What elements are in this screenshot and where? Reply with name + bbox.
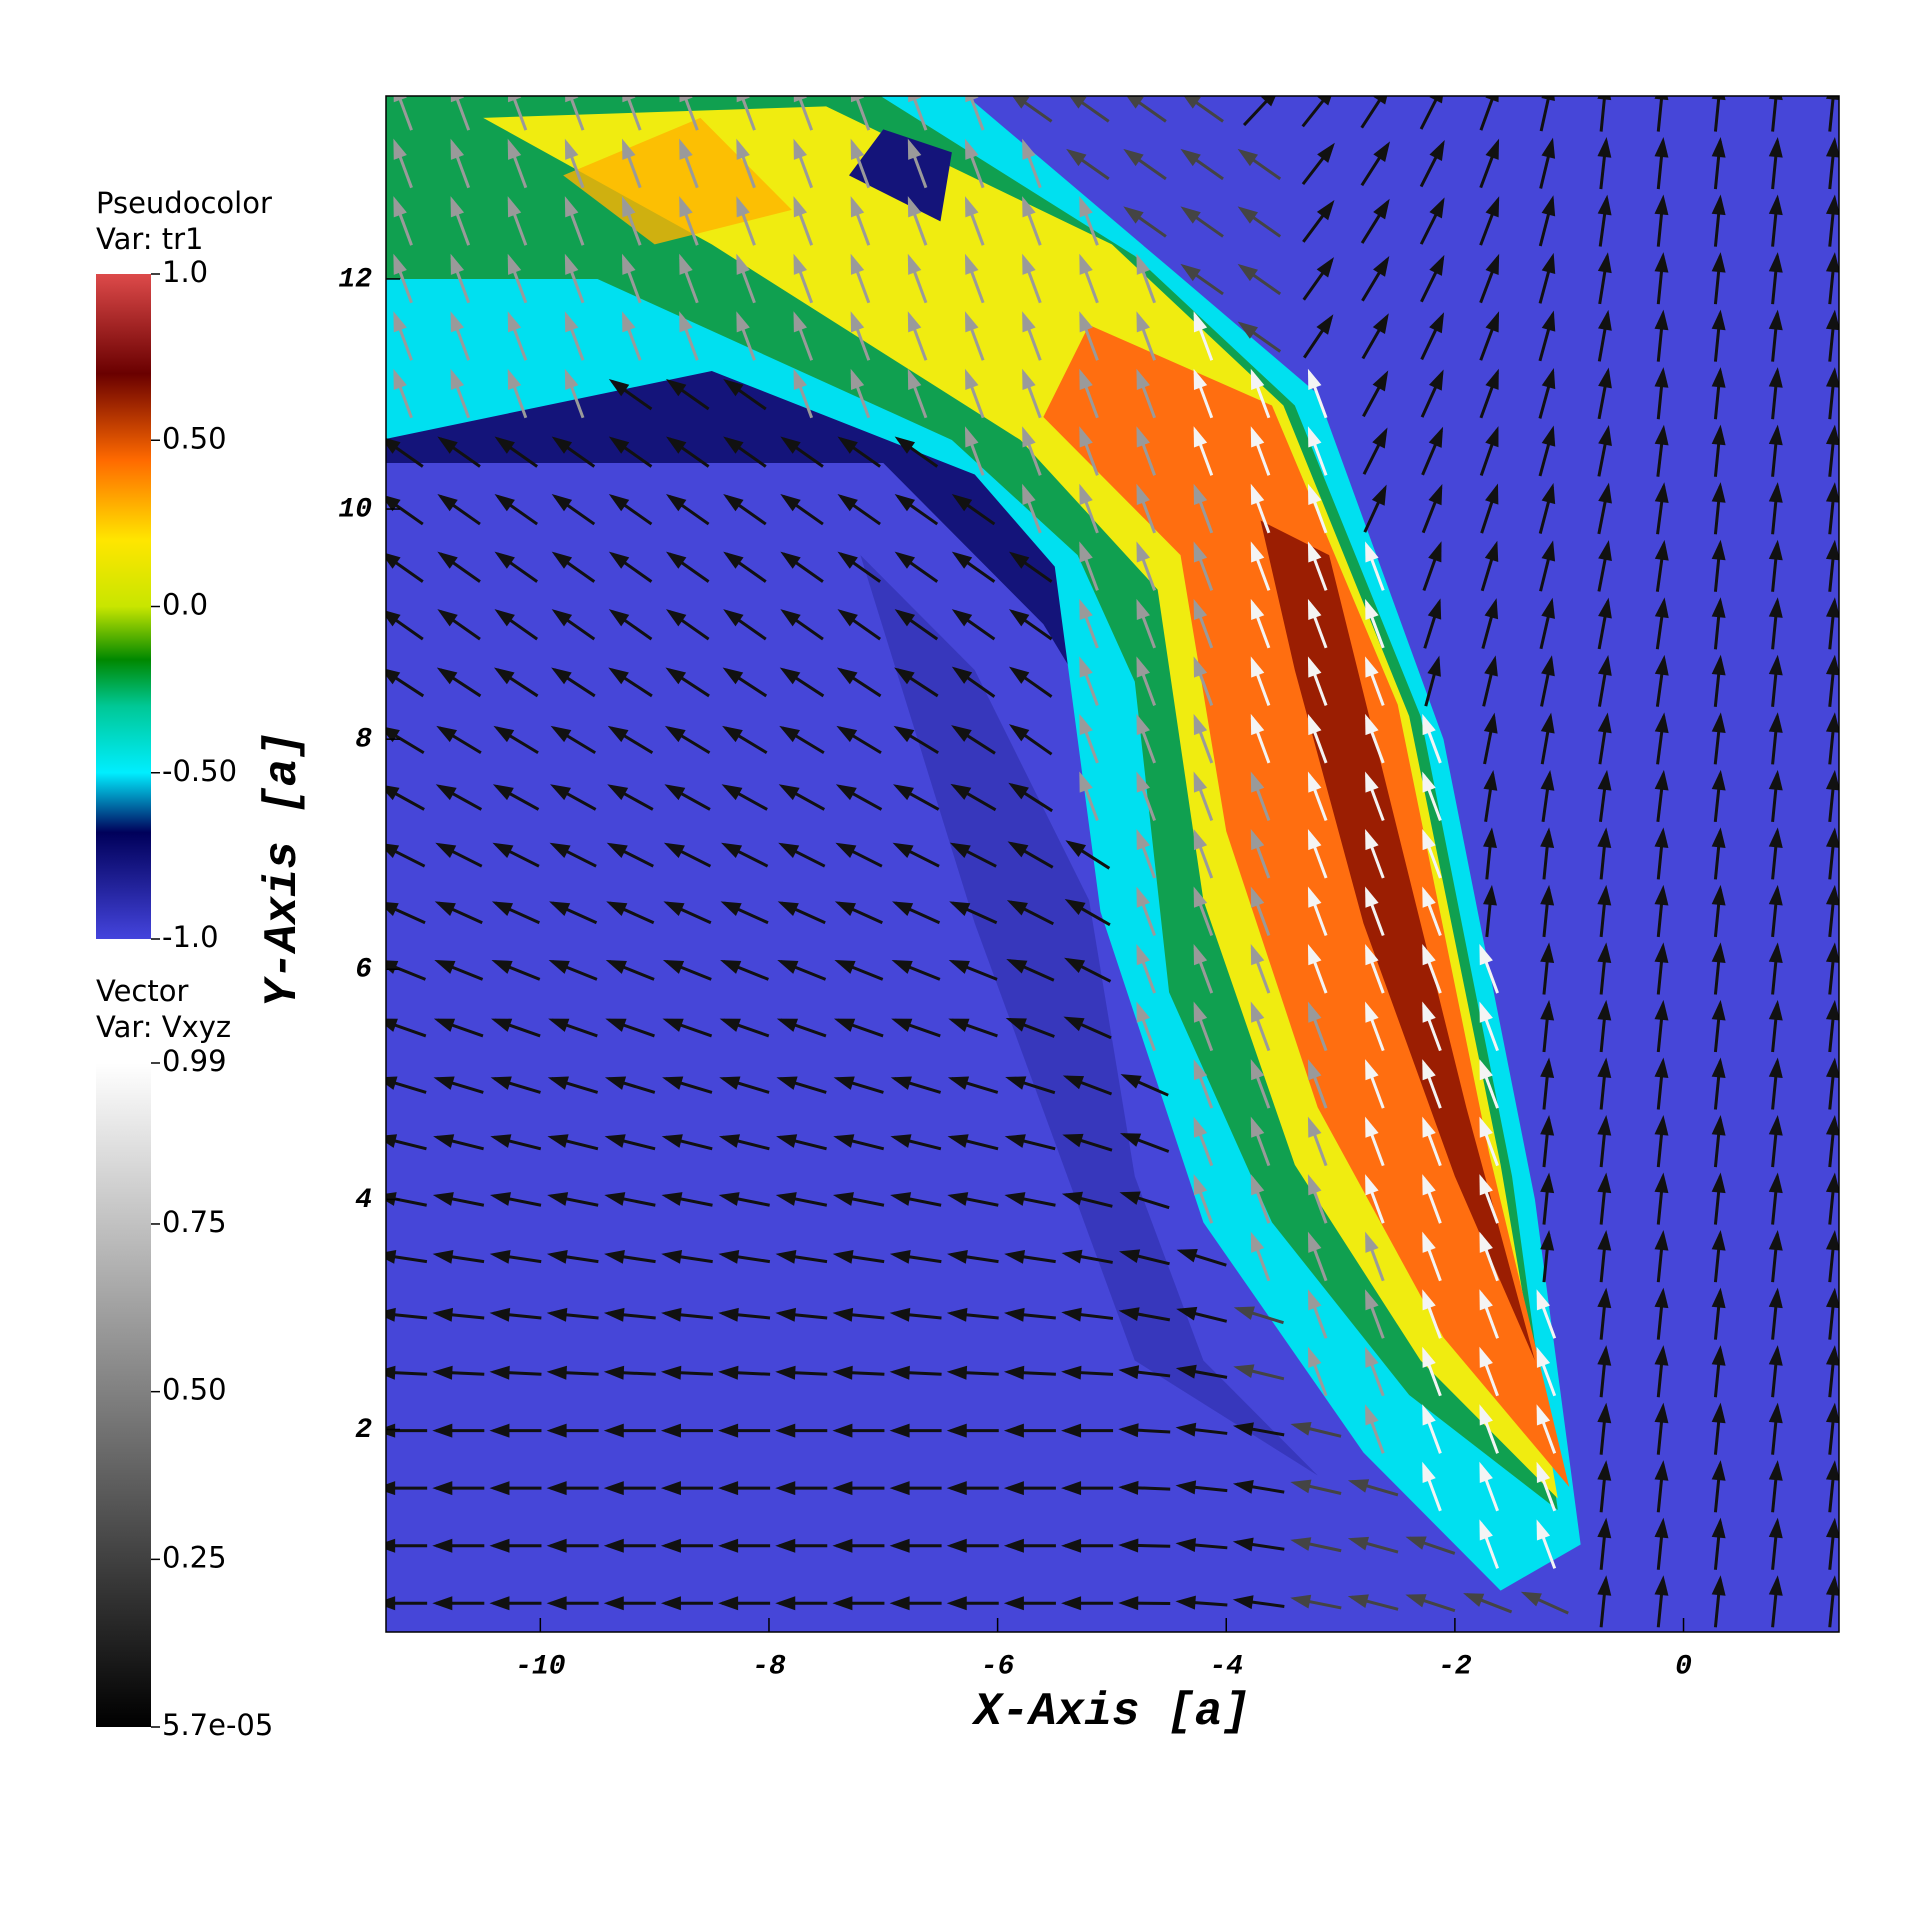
colorbar: [96, 274, 151, 939]
legend-tick-label: 0.99: [162, 1044, 227, 1078]
y-tick-label: 2: [355, 1415, 372, 1446]
legend-tick-label: 1.0: [162, 255, 208, 289]
legend-tick-label: 0.50: [162, 421, 227, 455]
legend-title: Vector: [96, 974, 188, 1008]
x-tick-label: -2: [1438, 1651, 1472, 1682]
y-tick-label: 10: [338, 494, 372, 525]
legend-tick-label: 0.75: [162, 1205, 227, 1239]
arrow-head: [1655, 79, 1669, 100]
legend-tick-label: -1.0: [162, 920, 219, 954]
arrow-head: [375, 1424, 395, 1438]
arrow-head: [1769, 79, 1783, 100]
legend-tick-label: 0.25: [162, 1540, 227, 1574]
y-tick-label: 4: [355, 1185, 372, 1216]
x-tick-label: -4: [1209, 1651, 1243, 1682]
arrow-head: [375, 1481, 395, 1495]
y-tick-label: 6: [355, 955, 372, 986]
x-tick-label: 0: [1675, 1651, 1692, 1682]
x-tick-label: -6: [981, 1651, 1015, 1682]
x-tick-label: -8: [752, 1651, 786, 1682]
legend-tick-label: -0.50: [162, 754, 237, 788]
colorbar: [96, 1063, 151, 1727]
legend-variable: Var: Vxyz: [96, 1010, 231, 1044]
arrow-head: [1597, 79, 1611, 100]
legend-tick-label: 5.7e-05: [162, 1708, 273, 1742]
y-tick-label: 8: [355, 725, 372, 756]
legend-tick-label: 0.50: [162, 1373, 227, 1407]
y-axis-title: Y-Axis [a]: [257, 731, 309, 1007]
legend-tick-label: 0.0: [162, 588, 208, 622]
legend-variable: Var: tr1: [96, 222, 204, 256]
legend-title: Pseudocolor: [96, 186, 272, 220]
arrow-head: [1712, 79, 1726, 100]
x-tick-label: -10: [515, 1651, 565, 1682]
arrow-head: [375, 1539, 395, 1553]
arrow-head: [1541, 80, 1555, 101]
y-tick-label: 12: [338, 264, 372, 295]
arrow-head: [1826, 79, 1840, 100]
arrow-head: [375, 1596, 395, 1610]
x-axis-title: X-Axis [a]: [971, 1686, 1250, 1738]
